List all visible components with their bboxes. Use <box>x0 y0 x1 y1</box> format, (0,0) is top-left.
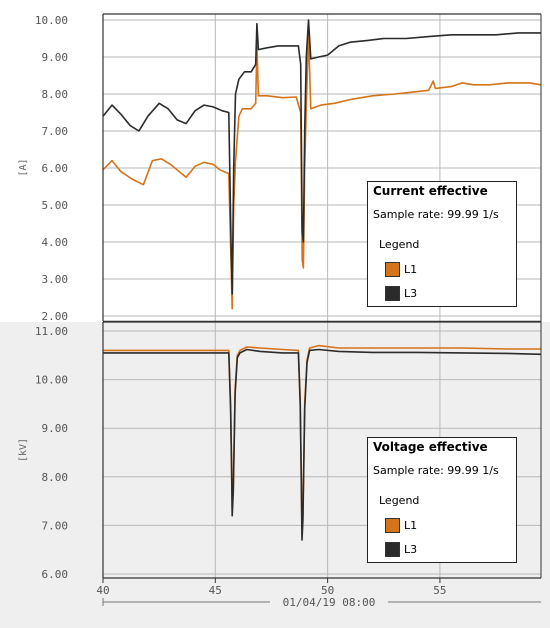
voltage-legend: Voltage effective Sample rate: 99.99 1/s… <box>367 437 517 563</box>
x-tick-label: 50 <box>321 584 334 597</box>
labels-layer: 10.00 9.00 8.00 7.00 6.00 5.00 4.00 3.00 2.00 [A]… <box>18 14 447 609</box>
x-tick-label: 40 <box>96 584 109 597</box>
current-y-tick-label: 9.00 <box>42 51 69 64</box>
current-y-tick-label: 8.00 <box>42 88 69 101</box>
x-tick-label: 55 <box>433 584 446 597</box>
series-layer <box>102 19 542 541</box>
current-legend-title: Current effective <box>373 184 488 198</box>
voltage-legend-title: Voltage effective <box>373 440 488 454</box>
voltage-y-tick-label: 6.00 <box>42 568 69 581</box>
current-y-tick-label: 5.00 <box>42 199 69 212</box>
voltage-legend-heading: Legend <box>379 494 420 507</box>
voltage-y-tick-label: 8.00 <box>42 471 69 484</box>
current-y-tick-label: 3.00 <box>42 273 69 286</box>
current-y-tick-label: 4.00 <box>42 236 69 249</box>
current-series-l3-line <box>102 19 541 295</box>
voltage-series-l3-line <box>103 348 542 541</box>
voltage-sample-rate: Sample rate: 99.99 1/s <box>373 464 499 477</box>
current-l3-label: L3 <box>404 287 418 300</box>
voltage-y-axis-title: [kV] <box>18 438 29 462</box>
current-legend-heading: Legend <box>379 238 420 251</box>
current-sample-rate: Sample rate: 99.99 1/s <box>373 208 499 221</box>
current-y-tick-label: 10.00 <box>35 14 68 27</box>
current-y-axis-title: [A] <box>18 158 29 176</box>
current-l3-swatch <box>385 286 400 301</box>
voltage-l1-label: L1 <box>404 519 418 532</box>
voltage-y-tick-label: 7.00 <box>42 519 69 532</box>
current-l1-swatch <box>385 262 400 277</box>
voltage-y-tick-label: 10.00 <box>35 374 68 387</box>
voltage-l1-swatch <box>385 518 400 533</box>
x-tick-label: 45 <box>209 584 222 597</box>
current-y-tick-label: 7.00 <box>42 125 69 138</box>
voltage-y-tick-label: 9.00 <box>42 422 69 435</box>
axes-layer <box>102 13 542 606</box>
x-axis-date-label: 01/04/19 08:00 <box>283 596 376 609</box>
current-series-l1-line <box>102 34 542 310</box>
voltage-y-tick-label: 11.00 <box>35 325 68 338</box>
voltage-l3-label: L3 <box>404 543 418 556</box>
current-y-tick-label: 2.00 <box>42 310 69 323</box>
current-legend: Current effective Sample rate: 99.99 1/s… <box>367 181 517 307</box>
current-l1-label: L1 <box>404 263 418 276</box>
current-y-tick-label: 6.00 <box>42 162 69 175</box>
voltage-l3-swatch <box>385 542 400 557</box>
